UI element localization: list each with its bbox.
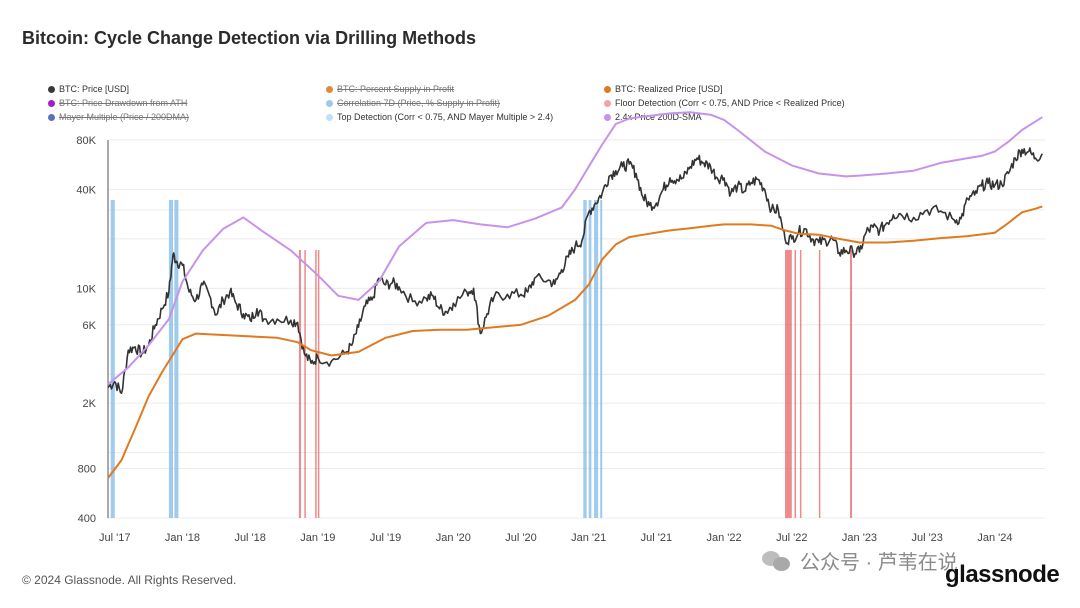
- legend-dot-icon: [604, 85, 611, 93]
- floor-detection-band: [298, 250, 301, 518]
- y-tick-label: 2K: [83, 398, 97, 410]
- x-tick-label: Jan '23: [842, 532, 877, 544]
- y-tick-label: 10K: [76, 283, 96, 295]
- floor-detection-band: [794, 250, 797, 518]
- legend-dot-icon: [48, 113, 55, 121]
- top-detection-band: [600, 200, 603, 518]
- legend-item-percent-supply[interactable]: BTC: Percent Supply in Profit: [326, 84, 604, 94]
- legend-dot-icon: [326, 99, 333, 107]
- x-tick-label: Jan '19: [300, 532, 335, 544]
- legend-item-top-detection[interactable]: Top Detection (Corr < 0.75, AND Mayer Mu…: [326, 112, 604, 122]
- x-tick-label: Jan '22: [707, 532, 742, 544]
- floor-detection-band: [818, 250, 821, 518]
- y-tick-label: 6K: [83, 320, 97, 332]
- y-tick-label: 80K: [76, 135, 96, 147]
- legend-label: Mayer Multiple (Price / 200DMA): [59, 112, 190, 122]
- legend-dot-icon: [604, 99, 611, 107]
- legend-item-price[interactable]: BTC: Price [USD]: [48, 84, 326, 94]
- x-tick-label: Jul '22: [776, 532, 807, 544]
- detection-bands: [110, 200, 853, 518]
- x-tick-label: Jan '24: [977, 532, 1012, 544]
- x-tick-label: Jul '20: [505, 532, 536, 544]
- legend-dot-icon: [326, 113, 333, 121]
- legend-label: BTC: Price Drawdown from ATH: [59, 98, 188, 108]
- top-detection-band: [110, 200, 115, 518]
- floor-detection-band: [315, 250, 317, 518]
- legend-dot-icon: [48, 85, 55, 93]
- glassnode-logo: glassnode: [945, 561, 1060, 588]
- top-detection-band: [588, 200, 592, 518]
- legend-dot-icon: [326, 85, 333, 93]
- floor-detection-band: [785, 250, 792, 518]
- watermark-text: 公众号 · 芦苇在说: [800, 552, 958, 574]
- top-detection-band: [594, 200, 599, 518]
- legend-item-mayer-multiple[interactable]: Mayer Multiple (Price / 200DMA): [48, 112, 326, 122]
- copyright-footer: © 2024 Glassnode. All Rights Reserved.: [22, 573, 237, 587]
- x-tick-label: Jul '21: [641, 532, 672, 544]
- y-tick-label: 400: [78, 513, 96, 525]
- legend-item-correlation[interactable]: Correlation 7D (Price, % Supply in Profi…: [326, 98, 604, 108]
- x-tick-label: Jul '17: [99, 532, 130, 544]
- legend-label: 2.4x Price 200D-SMA: [615, 112, 702, 122]
- legend-dot-icon: [48, 99, 55, 107]
- x-tick-label: Jan '20: [436, 532, 471, 544]
- realized-price-line: [107, 205, 1043, 479]
- x-tick-label: Jul '19: [370, 532, 401, 544]
- x-tick-label: Jul '23: [911, 532, 942, 544]
- wechat-icon: [762, 549, 792, 573]
- legend-item-drawdown[interactable]: BTC: Price Drawdown from ATH: [48, 98, 326, 108]
- legend-item-sma[interactable]: 2.4x Price 200D-SMA: [604, 112, 944, 122]
- y-tick-label: 40K: [76, 184, 96, 196]
- legend-label: BTC: Realized Price [USD]: [615, 84, 723, 94]
- top-detection-band: [583, 200, 587, 518]
- x-tick-label: Jan '18: [165, 532, 200, 544]
- legend-item-realized-price[interactable]: BTC: Realized Price [USD]: [604, 84, 944, 94]
- legend-label: Top Detection (Corr < 0.75, AND Mayer Mu…: [337, 112, 554, 122]
- sma-line: [107, 111, 1043, 386]
- series-lines: [107, 111, 1043, 479]
- x-tick-label: Jan '21: [571, 532, 606, 544]
- floor-detection-band: [850, 250, 853, 518]
- chart-title: Bitcoin: Cycle Change Detection via Dril…: [22, 28, 477, 48]
- legend-item-floor-detection[interactable]: Floor Detection (Corr < 0.75, AND Price …: [604, 98, 944, 108]
- legend-label: BTC: Percent Supply in Profit: [337, 84, 455, 94]
- floor-detection-band: [304, 250, 306, 518]
- legend-dot-icon: [604, 113, 611, 121]
- legend: BTC: Price [USD] BTC: Percent Supply in …: [48, 84, 1008, 122]
- floor-detection-band: [799, 250, 802, 518]
- top-detection-band: [174, 200, 179, 518]
- price-line: [107, 147, 1043, 394]
- legend-label: BTC: Price [USD]: [59, 84, 130, 94]
- floor-detection-band: [317, 250, 320, 518]
- wechat-watermark: 公众号 · 芦苇在说: [762, 546, 958, 575]
- grid-layer: [107, 139, 1045, 519]
- legend-label: Correlation 7D (Price, % Supply in Profi…: [337, 98, 501, 108]
- axis-labels: 400 800 2K 6K 10K 40K 80K Jul '17 Jan '18 Jul '18…: [76, 135, 1012, 544]
- x-tick-label: Jul '18: [234, 532, 265, 544]
- legend-label: Floor Detection (Corr < 0.75, AND Price …: [615, 98, 845, 108]
- y-tick-label: 800: [78, 464, 96, 476]
